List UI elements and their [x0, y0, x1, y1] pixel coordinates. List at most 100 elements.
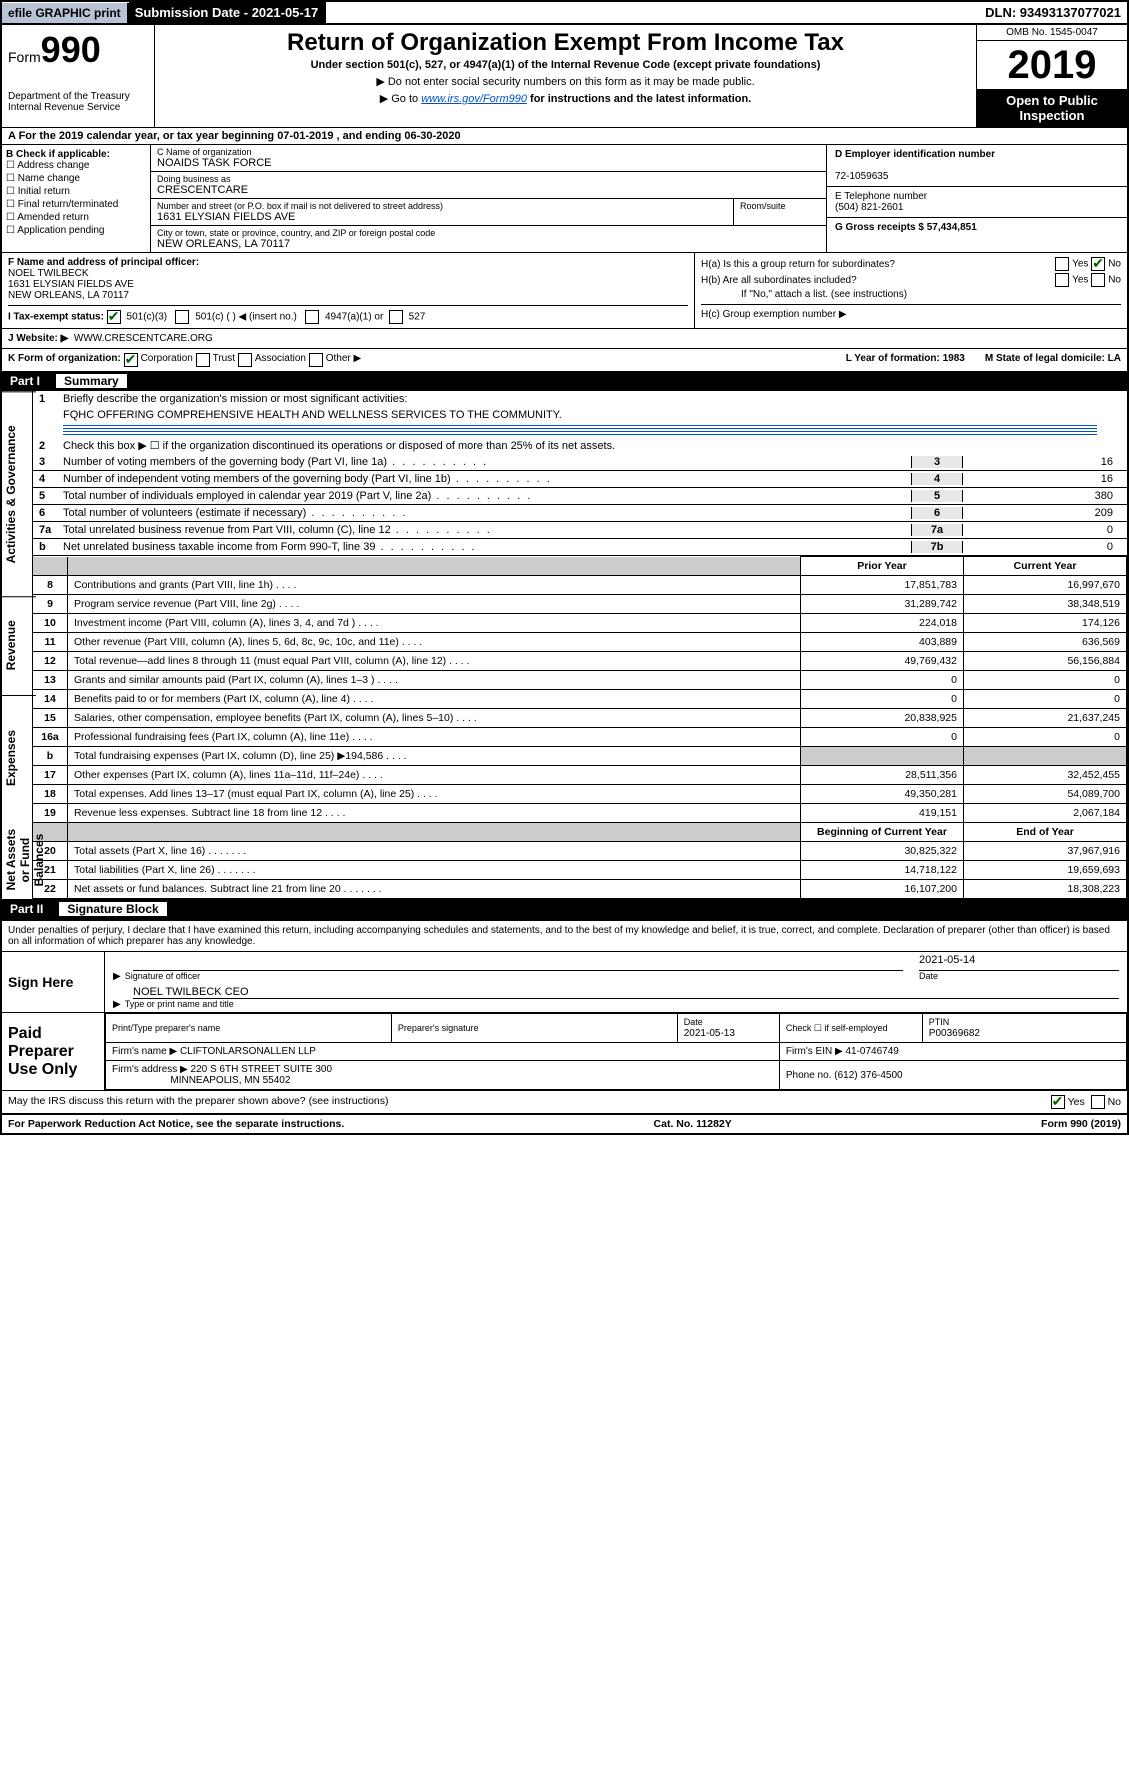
- cb-4947[interactable]: [305, 310, 319, 324]
- sign-here-row: Sign Here Signature of officer 2021-05-1…: [2, 951, 1127, 1012]
- gross-receipts: G Gross receipts $ 57,434,851: [835, 222, 977, 233]
- l2-text: Check this box ▶ ☐ if the organization d…: [63, 439, 1121, 452]
- part1-title: Summary: [56, 374, 127, 388]
- footer: For Paperwork Reduction Act Notice, see …: [2, 1113, 1127, 1133]
- cb-other[interactable]: [309, 353, 323, 367]
- l7a-text: Total unrelated business revenue from Pa…: [63, 524, 911, 536]
- b-label: B Check if applicable:: [6, 149, 110, 160]
- efile-link[interactable]: efile GRAPHIC print: [2, 3, 129, 23]
- discuss-no[interactable]: [1091, 1095, 1105, 1109]
- v3: 16: [963, 456, 1121, 468]
- hb-row: H(b) Are all subordinates included? Yes …: [701, 273, 1121, 287]
- sig-name-label: Type or print name and title: [113, 999, 1119, 1010]
- cb-corp[interactable]: [124, 353, 138, 367]
- website-row: J Website: ▶ WWW.CRESCENTCARE.ORG: [2, 328, 1127, 348]
- line-2: 2Check this box ▶ ☐ if the organization …: [33, 437, 1127, 454]
- ha-label: H(a) Is this a group return for subordin…: [701, 259, 895, 270]
- header-center: Return of Organization Exempt From Incom…: [155, 25, 976, 127]
- hb-no[interactable]: [1091, 273, 1105, 287]
- sig-officer-row: Signature of officer 2021-05-14 Date: [105, 952, 1127, 984]
- l7b-text: Net unrelated business taxable income fr…: [63, 541, 911, 553]
- sign-right: Signature of officer 2021-05-14 Date NOE…: [104, 952, 1127, 1012]
- sig-declaration: Under penalties of perjury, I declare th…: [2, 919, 1127, 951]
- opt-527: 527: [409, 312, 426, 323]
- paid-r1: Print/Type preparer's name Preparer's si…: [106, 1014, 1127, 1043]
- discuss-row: May the IRS discuss this return with the…: [2, 1090, 1127, 1113]
- line-7a: 7aTotal unrelated business revenue from …: [33, 521, 1127, 538]
- footer-right: Form 990 (2019): [1041, 1118, 1121, 1130]
- fin-row: bTotal fundraising expenses (Part IX, co…: [33, 747, 1127, 766]
- ptin-label: PTIN: [929, 1017, 950, 1027]
- paid-r3: Firm's address ▶ 220 S 6TH STREET SUITE …: [106, 1061, 1127, 1090]
- vtab-governance: Activities & Governance: [2, 391, 36, 596]
- header-left: Form990 Department of the Treasury Inter…: [2, 25, 155, 127]
- hr1: [63, 425, 1097, 426]
- cb-assoc[interactable]: [238, 353, 252, 367]
- cb-address-change[interactable]: ☐ Address change: [6, 160, 146, 171]
- city-cell: City or town, state or province, country…: [151, 226, 826, 252]
- cb-amended[interactable]: ☐ Amended return: [6, 212, 146, 223]
- footer-mid: Cat. No. 11282Y: [654, 1118, 732, 1130]
- inst2-post: for instructions and the latest informat…: [527, 93, 751, 105]
- self-emp[interactable]: Check ☐ if self-employed: [786, 1023, 888, 1033]
- cb-name-change[interactable]: ☐ Name change: [6, 173, 146, 184]
- cb-trust[interactable]: [196, 353, 210, 367]
- discuss-yes[interactable]: [1051, 1095, 1065, 1109]
- firm-name-label: Firm's name ▶: [112, 1046, 177, 1057]
- vtab-revenue: Revenue: [2, 596, 36, 694]
- irs-link[interactable]: www.irs.gov/Form990: [421, 93, 527, 105]
- website[interactable]: WWW.CRESCENTCARE.ORG: [74, 333, 213, 344]
- addr-label: Number and street (or P.O. box if mail i…: [157, 201, 727, 211]
- f-col: F Name and address of principal officer:…: [2, 253, 695, 328]
- gross-cell: G Gross receipts $ 57,434,851: [827, 218, 1127, 237]
- vtab-col: Activities & Governance Revenue Expenses…: [2, 391, 33, 899]
- form-990-number: 990: [41, 29, 101, 70]
- hb-yes[interactable]: [1055, 273, 1069, 287]
- dba: CRESCENTCARE: [157, 184, 820, 196]
- phone: (504) 821-2601: [835, 202, 903, 213]
- opt-trust: Trust: [213, 353, 235, 367]
- cb-initial-return[interactable]: ☐ Initial return: [6, 186, 146, 197]
- summary-content: 1Briefly describe the organization's mis…: [33, 391, 1127, 899]
- col-end: End of Year: [964, 823, 1127, 842]
- hc-label: H(c) Group exemption number ▶: [701, 304, 1121, 320]
- paid-prep: Paid Preparer Use Only: [2, 1013, 104, 1090]
- col-cde: C Name of organization NOAIDS TASK FORCE…: [151, 145, 1127, 252]
- fin-row: 9Program service revenue (Part VIII, lin…: [33, 595, 1127, 614]
- fin-net-header: Beginning of Current Year End of Year: [33, 823, 1127, 842]
- cb-label: Initial return: [18, 186, 70, 197]
- line-a-text: A For the 2019 calendar year, or tax yea…: [8, 130, 461, 142]
- addr: 1631 ELYSIAN FIELDS AVE: [157, 211, 727, 223]
- cb-final-return[interactable]: ☐ Final return/terminated: [6, 199, 146, 210]
- col-current: Current Year: [964, 557, 1127, 576]
- cb-label: Address change: [17, 160, 89, 171]
- kform-right: L Year of formation: 1983 M State of leg…: [846, 353, 1121, 367]
- cb-501c[interactable]: [175, 310, 189, 324]
- paid-right: Print/Type preparer's name Preparer's si…: [104, 1013, 1127, 1090]
- cb-label: Amended return: [17, 212, 89, 223]
- hr2: [63, 428, 1097, 429]
- org-name-cell: C Name of organization NOAIDS TASK FORCE: [151, 145, 826, 172]
- ha-yes[interactable]: [1055, 257, 1069, 271]
- cb-application-pending[interactable]: ☐ Application pending: [6, 225, 146, 236]
- l6-text: Total number of volunteers (estimate if …: [63, 507, 911, 519]
- line-5: 5Total number of individuals employed in…: [33, 487, 1127, 504]
- sig-line[interactable]: [133, 954, 903, 971]
- sign-here: Sign Here: [2, 952, 104, 1012]
- col-prior: Prior Year: [801, 557, 964, 576]
- h-note: If "No," attach a list. (see instruction…: [701, 289, 1121, 300]
- prep-sig-label: Preparer's signature: [398, 1023, 479, 1033]
- ha-no[interactable]: [1091, 257, 1105, 271]
- opt-4947: 4947(a)(1) or: [325, 312, 383, 323]
- cb-527[interactable]: [389, 310, 403, 324]
- fin-row: 17Other expenses (Part IX, column (A), l…: [33, 766, 1127, 785]
- cb-501c3[interactable]: [107, 310, 121, 324]
- line-1: 1Briefly describe the organization's mis…: [33, 391, 1127, 407]
- fin-row: 15Salaries, other compensation, employee…: [33, 709, 1127, 728]
- l3-text: Number of voting members of the governin…: [63, 456, 911, 468]
- firm-city: MINNEAPOLIS, MN 55402: [170, 1075, 290, 1086]
- fin-row: 11Other revenue (Part VIII, column (A), …: [33, 633, 1127, 652]
- org-name: NOAIDS TASK FORCE: [157, 157, 820, 169]
- col-begin: Beginning of Current Year: [801, 823, 964, 842]
- sig-date-label: Date: [919, 971, 1119, 981]
